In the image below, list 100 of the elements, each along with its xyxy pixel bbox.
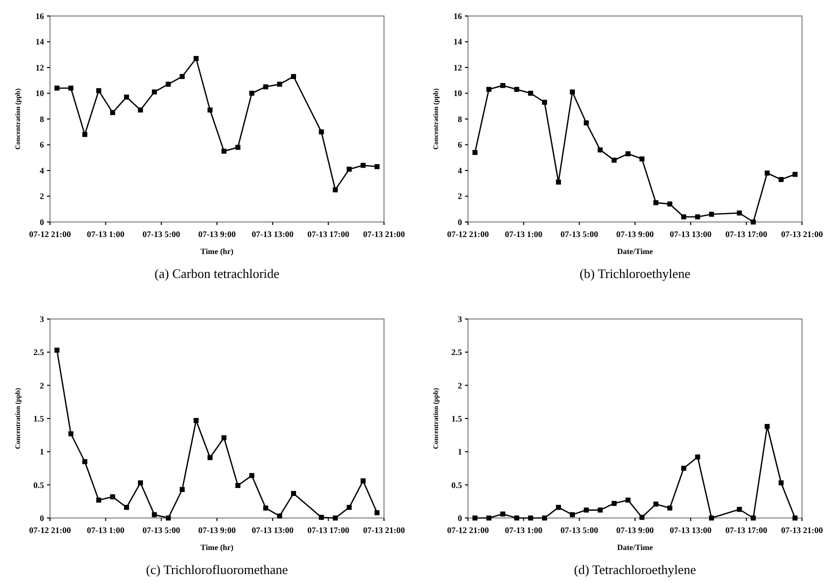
- y-tick-label: 0.5: [451, 480, 462, 490]
- x-tick-label: 07-13 9:00: [616, 229, 654, 239]
- y-tick-label: 10: [454, 88, 462, 98]
- point: [110, 110, 116, 116]
- y-tick-label: 4: [458, 165, 463, 176]
- point: [472, 516, 478, 520]
- point: [598, 147, 603, 152]
- point: [124, 504, 130, 510]
- point: [291, 74, 296, 80]
- y-tick-label: 2: [40, 191, 44, 202]
- point: [54, 86, 60, 91]
- point: [542, 516, 548, 520]
- point: [249, 90, 254, 96]
- point: [166, 516, 171, 520]
- point: [277, 82, 282, 87]
- point: [486, 516, 492, 520]
- x-tick-label: 07-13 9:00: [198, 229, 236, 239]
- x-tick-label: 07-12 21:00: [29, 229, 71, 239]
- point: [500, 512, 506, 517]
- y-tick-label: 8: [458, 114, 462, 124]
- x-tick-label: 07-13 9:00: [198, 525, 236, 535]
- point: [82, 132, 88, 137]
- text: (a) Carbon tetrachloride: [154, 266, 280, 281]
- point: [235, 144, 240, 150]
- x-tick-label: 07-13 5:00: [560, 229, 598, 239]
- point: [138, 107, 143, 112]
- x-tick-label: 07-12 21:00: [29, 525, 71, 535]
- point: [138, 480, 143, 486]
- point: [612, 158, 617, 163]
- y-tick-label: 0: [40, 512, 44, 523]
- point: [500, 83, 506, 88]
- point: [681, 214, 686, 220]
- point: [96, 498, 102, 503]
- point: [626, 498, 631, 503]
- point: [653, 502, 658, 507]
- y-tick-label: 14: [454, 36, 463, 47]
- x-tick-label: 07-13 13:00: [670, 525, 712, 535]
- text: (b) Trichloroethylene: [580, 266, 691, 281]
- point: [263, 84, 268, 90]
- x-tick-label: 07-13 17:00: [725, 229, 768, 239]
- y-tick-label: 8: [40, 114, 44, 124]
- point: [528, 516, 534, 520]
- point: [709, 516, 714, 520]
- point: [180, 74, 185, 80]
- point: [277, 514, 282, 519]
- y-tick-label: 16: [454, 10, 462, 21]
- point: [263, 506, 268, 511]
- x-tick-label: 07-12 21:00: [447, 229, 489, 239]
- x-tick-label: 07-13 21:00: [781, 525, 823, 535]
- point: [695, 454, 700, 460]
- x-tick-label: 07-13 9:00: [616, 525, 654, 535]
- point: [584, 120, 589, 126]
- point: [208, 455, 213, 460]
- point: [68, 431, 74, 436]
- point: [235, 482, 240, 488]
- y-tick-label: 1: [40, 446, 44, 457]
- point: [486, 86, 492, 92]
- point: [542, 100, 548, 105]
- point: [291, 490, 296, 496]
- point: [221, 148, 226, 154]
- point: [194, 418, 199, 423]
- point: [570, 89, 575, 94]
- x-tick-label: 07-13 21:00: [363, 525, 405, 535]
- x-tick-label: 07-13 5:00: [560, 525, 598, 535]
- point: [68, 86, 74, 91]
- x-axis-title: Date/Time: [617, 543, 654, 552]
- point: [82, 459, 88, 464]
- point: [653, 200, 658, 206]
- y-tick-label: 0: [458, 216, 462, 227]
- y-tick-label: 0: [40, 216, 44, 227]
- point: [221, 435, 226, 440]
- point: [584, 508, 589, 513]
- point: [556, 180, 561, 185]
- point: [598, 508, 603, 513]
- point: [695, 214, 700, 220]
- text: (d) Tetrachloroethylene: [574, 562, 696, 577]
- point: [124, 94, 130, 100]
- x-tick-label: 07-13 17:00: [307, 229, 350, 239]
- x-tick-label: 07-13 13:00: [670, 229, 712, 239]
- y-tick-label: 16: [36, 10, 44, 21]
- y-tick-label: 3: [458, 314, 462, 324]
- x-tick-label: 07-13 5:00: [142, 525, 180, 535]
- x-axis-title: Date/Time: [617, 247, 654, 256]
- y-tick-label: 2: [458, 380, 462, 390]
- x-tick-label: 07-13 21:00: [363, 229, 405, 239]
- x-tick-label: 07-13 13:00: [252, 229, 294, 239]
- x-axis-title: Time (hr): [200, 543, 234, 552]
- point: [528, 90, 534, 96]
- y-tick-label: 1: [458, 446, 462, 457]
- point: [709, 212, 714, 217]
- y-tick-label: 3: [40, 314, 44, 324]
- y-tick-label: 10: [36, 88, 44, 98]
- x-tick-label: 07-13 17:00: [725, 525, 768, 535]
- point: [152, 512, 157, 518]
- point: [556, 504, 561, 510]
- x-tick-label: 07-13 1:00: [504, 525, 542, 535]
- x-tick-label: 07-13 1:00: [86, 229, 124, 239]
- y-tick-label: 2.5: [451, 347, 462, 358]
- point: [194, 56, 199, 61]
- x-tick-label: 07-13 21:00: [781, 229, 823, 239]
